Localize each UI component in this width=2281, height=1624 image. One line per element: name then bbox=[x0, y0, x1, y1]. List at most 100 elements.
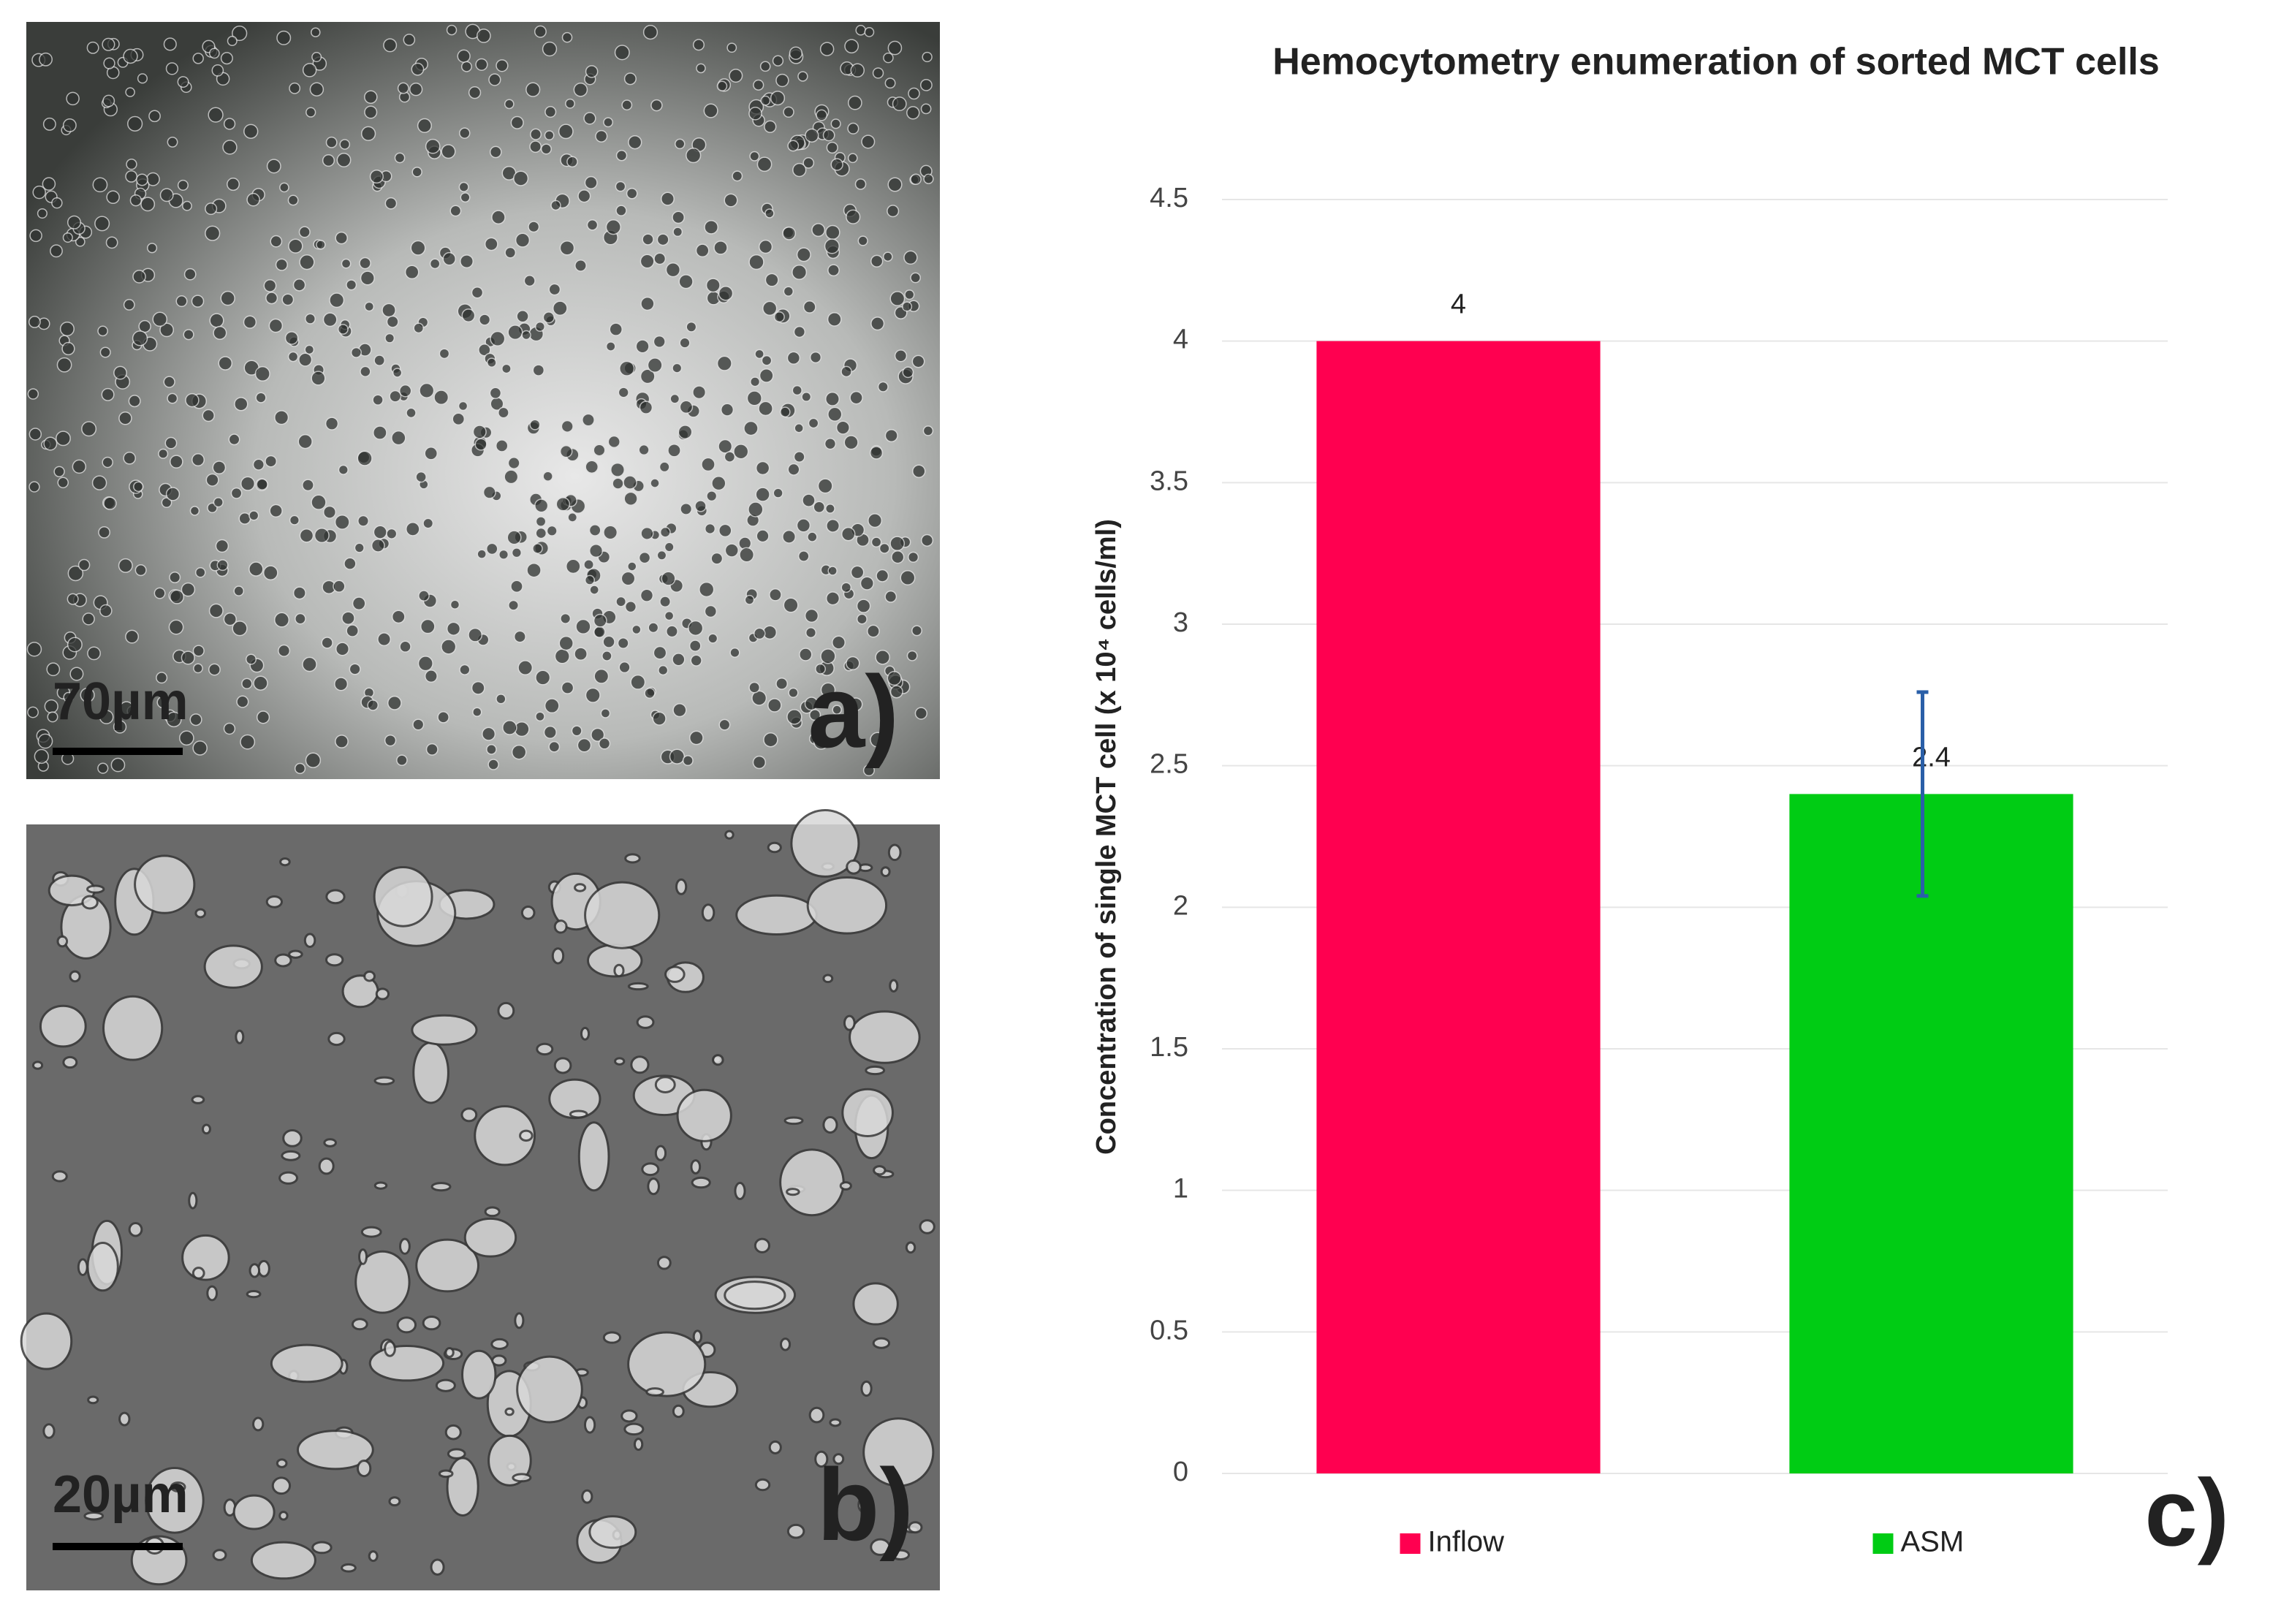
cell bbox=[240, 476, 256, 491]
cell bbox=[437, 711, 449, 724]
cell bbox=[792, 384, 802, 396]
cell bbox=[605, 341, 616, 352]
cell-cluster bbox=[514, 1312, 525, 1329]
cell-cluster bbox=[645, 1387, 664, 1397]
cell bbox=[446, 24, 458, 36]
cell bbox=[324, 417, 339, 430]
cell-cluster bbox=[191, 1095, 205, 1104]
cell bbox=[202, 409, 215, 422]
cell bbox=[626, 187, 638, 200]
cell bbox=[756, 529, 770, 543]
cell bbox=[102, 94, 115, 107]
cell-cluster bbox=[87, 1395, 99, 1405]
cell bbox=[360, 126, 376, 141]
cell bbox=[305, 752, 322, 768]
cell bbox=[276, 30, 292, 45]
cell bbox=[635, 339, 650, 354]
cell bbox=[208, 603, 224, 618]
cell bbox=[485, 542, 498, 555]
cell bbox=[658, 664, 669, 676]
cell bbox=[802, 300, 816, 314]
cell bbox=[357, 515, 370, 527]
cell-cluster bbox=[248, 1263, 261, 1278]
cell bbox=[542, 311, 555, 324]
cell-cluster bbox=[647, 1177, 660, 1196]
scale-label: 20µm bbox=[53, 1465, 189, 1524]
cell bbox=[517, 660, 534, 675]
cell bbox=[811, 223, 826, 238]
cell bbox=[767, 698, 782, 713]
cell bbox=[262, 565, 278, 581]
cell bbox=[638, 444, 650, 456]
cell bbox=[716, 355, 732, 371]
cell bbox=[920, 103, 932, 115]
cell bbox=[446, 621, 461, 636]
cell bbox=[489, 145, 502, 159]
cell bbox=[701, 457, 716, 472]
cell bbox=[346, 279, 357, 291]
cell bbox=[227, 178, 240, 191]
cell-cluster bbox=[399, 1237, 411, 1255]
cell bbox=[372, 394, 384, 406]
cell bbox=[591, 727, 605, 743]
cell-cluster bbox=[588, 1515, 637, 1549]
cell bbox=[704, 604, 718, 618]
cell-cluster bbox=[672, 1404, 685, 1419]
cell bbox=[289, 515, 300, 525]
cell bbox=[461, 308, 476, 323]
cell bbox=[140, 197, 156, 212]
cell bbox=[484, 237, 498, 251]
cell bbox=[911, 464, 926, 479]
cell bbox=[638, 551, 651, 564]
y-tick-label: 0 bbox=[1173, 1457, 1188, 1487]
cell bbox=[511, 547, 523, 558]
cell bbox=[311, 52, 322, 63]
cell bbox=[534, 321, 546, 333]
cell bbox=[212, 460, 227, 475]
cell-cluster bbox=[411, 1014, 478, 1046]
cell bbox=[222, 140, 238, 155]
cell-cluster bbox=[701, 903, 716, 922]
cell bbox=[825, 224, 840, 240]
cell bbox=[341, 258, 352, 269]
cell bbox=[653, 645, 667, 660]
cell bbox=[498, 406, 509, 419]
cell-cluster bbox=[81, 895, 99, 910]
cell bbox=[321, 637, 333, 649]
cell bbox=[669, 748, 686, 764]
cell bbox=[311, 371, 326, 386]
cell bbox=[862, 764, 875, 777]
cell-cluster bbox=[281, 1150, 301, 1161]
cell bbox=[128, 395, 141, 408]
cell bbox=[253, 675, 268, 691]
cell bbox=[213, 325, 227, 341]
cell bbox=[146, 243, 158, 254]
cell bbox=[373, 354, 386, 366]
cell bbox=[558, 124, 574, 140]
cell bbox=[793, 451, 805, 463]
cell bbox=[43, 436, 58, 451]
cell bbox=[344, 557, 357, 570]
cell bbox=[724, 543, 739, 558]
cell bbox=[822, 129, 835, 142]
cell bbox=[571, 725, 582, 737]
cell bbox=[415, 471, 427, 483]
cell bbox=[908, 87, 920, 100]
cell bbox=[906, 106, 920, 120]
cell bbox=[699, 581, 715, 598]
cell bbox=[756, 156, 773, 172]
cell bbox=[640, 296, 655, 311]
cell bbox=[496, 694, 506, 705]
cell bbox=[102, 456, 113, 468]
cell bbox=[67, 593, 79, 605]
cell-cluster bbox=[768, 1440, 782, 1454]
cell-cluster bbox=[318, 1157, 335, 1175]
cell bbox=[846, 656, 860, 671]
cell bbox=[304, 344, 315, 355]
cell-cluster bbox=[368, 1344, 445, 1382]
y-tick-label: 2.5 bbox=[1150, 749, 1188, 780]
cell bbox=[804, 608, 819, 623]
cell bbox=[452, 412, 466, 426]
cell-cluster bbox=[779, 1337, 792, 1351]
cell bbox=[482, 726, 496, 741]
